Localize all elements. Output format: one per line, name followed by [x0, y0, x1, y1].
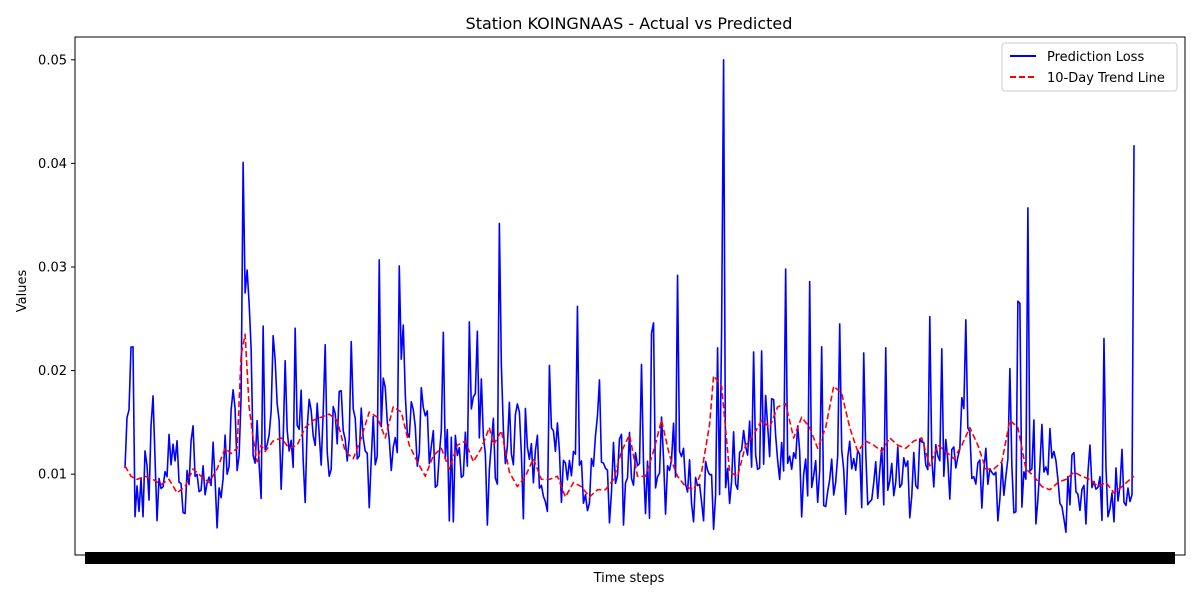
legend-box: [1001, 42, 1178, 92]
y-tick-label: 0.04: [38, 157, 67, 172]
y-tick-label: 0.01: [38, 468, 67, 483]
x-axis-label: Time steps: [593, 571, 665, 586]
chart-title: Station KOINGNAAS - Actual vs Predicted: [466, 14, 793, 33]
legend: Prediction Loss 10-Day Trend Line: [1001, 42, 1178, 92]
series-line-trend-line: [124, 333, 1135, 498]
series-line-prediction-loss: [124, 58, 1135, 534]
x-tick-labels-crowded: [85, 552, 1175, 564]
y-tick-label: 0.03: [38, 260, 67, 275]
y-tick-label: 0.02: [38, 364, 67, 379]
series-layer: [124, 58, 1135, 534]
x-axis: [85, 552, 1175, 564]
y-tick-label: 0.05: [38, 53, 67, 68]
legend-label-trend-line: 10-Day Trend Line: [1047, 71, 1165, 86]
y-axis: 0.01 0.02 0.03 0.04 0.05: [38, 53, 75, 483]
legend-label-prediction-loss: Prediction Loss: [1047, 50, 1144, 65]
y-axis-label: Values: [15, 270, 30, 313]
